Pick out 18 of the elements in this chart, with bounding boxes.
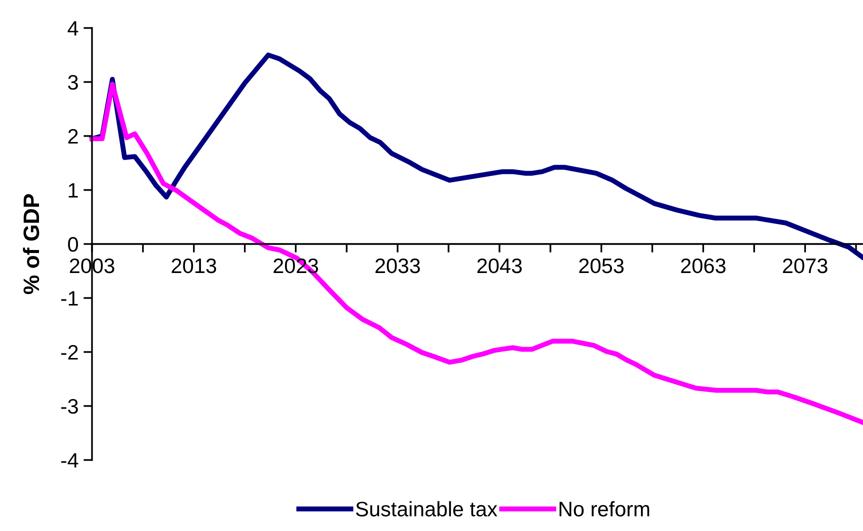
y-tick-label: -3: [61, 399, 78, 414]
y-tick-label: 0: [68, 237, 78, 252]
y-tick-label: 2: [68, 129, 78, 144]
x-tick-label: 2063: [681, 258, 726, 274]
y-tick-label: 1: [68, 183, 78, 198]
x-tick-label: 2053: [579, 258, 624, 274]
y-tick-label: -1: [61, 291, 78, 306]
y-tick-label: -2: [61, 345, 78, 360]
x-tick-label: 2073: [782, 258, 828, 274]
legend-label: Sustainable tax: [356, 501, 498, 516]
x-tick-label: 2013: [172, 258, 216, 274]
y-tick-label: -4: [61, 453, 78, 468]
legend-label: No reform: [560, 501, 650, 516]
y-tick-label: 4: [68, 21, 78, 36]
x-tick-label: 2043: [477, 258, 522, 274]
x-tick-label: 2033: [375, 258, 420, 274]
y-axis-title: % of GDP: [22, 194, 40, 294]
y-tick-label: 3: [68, 75, 78, 90]
